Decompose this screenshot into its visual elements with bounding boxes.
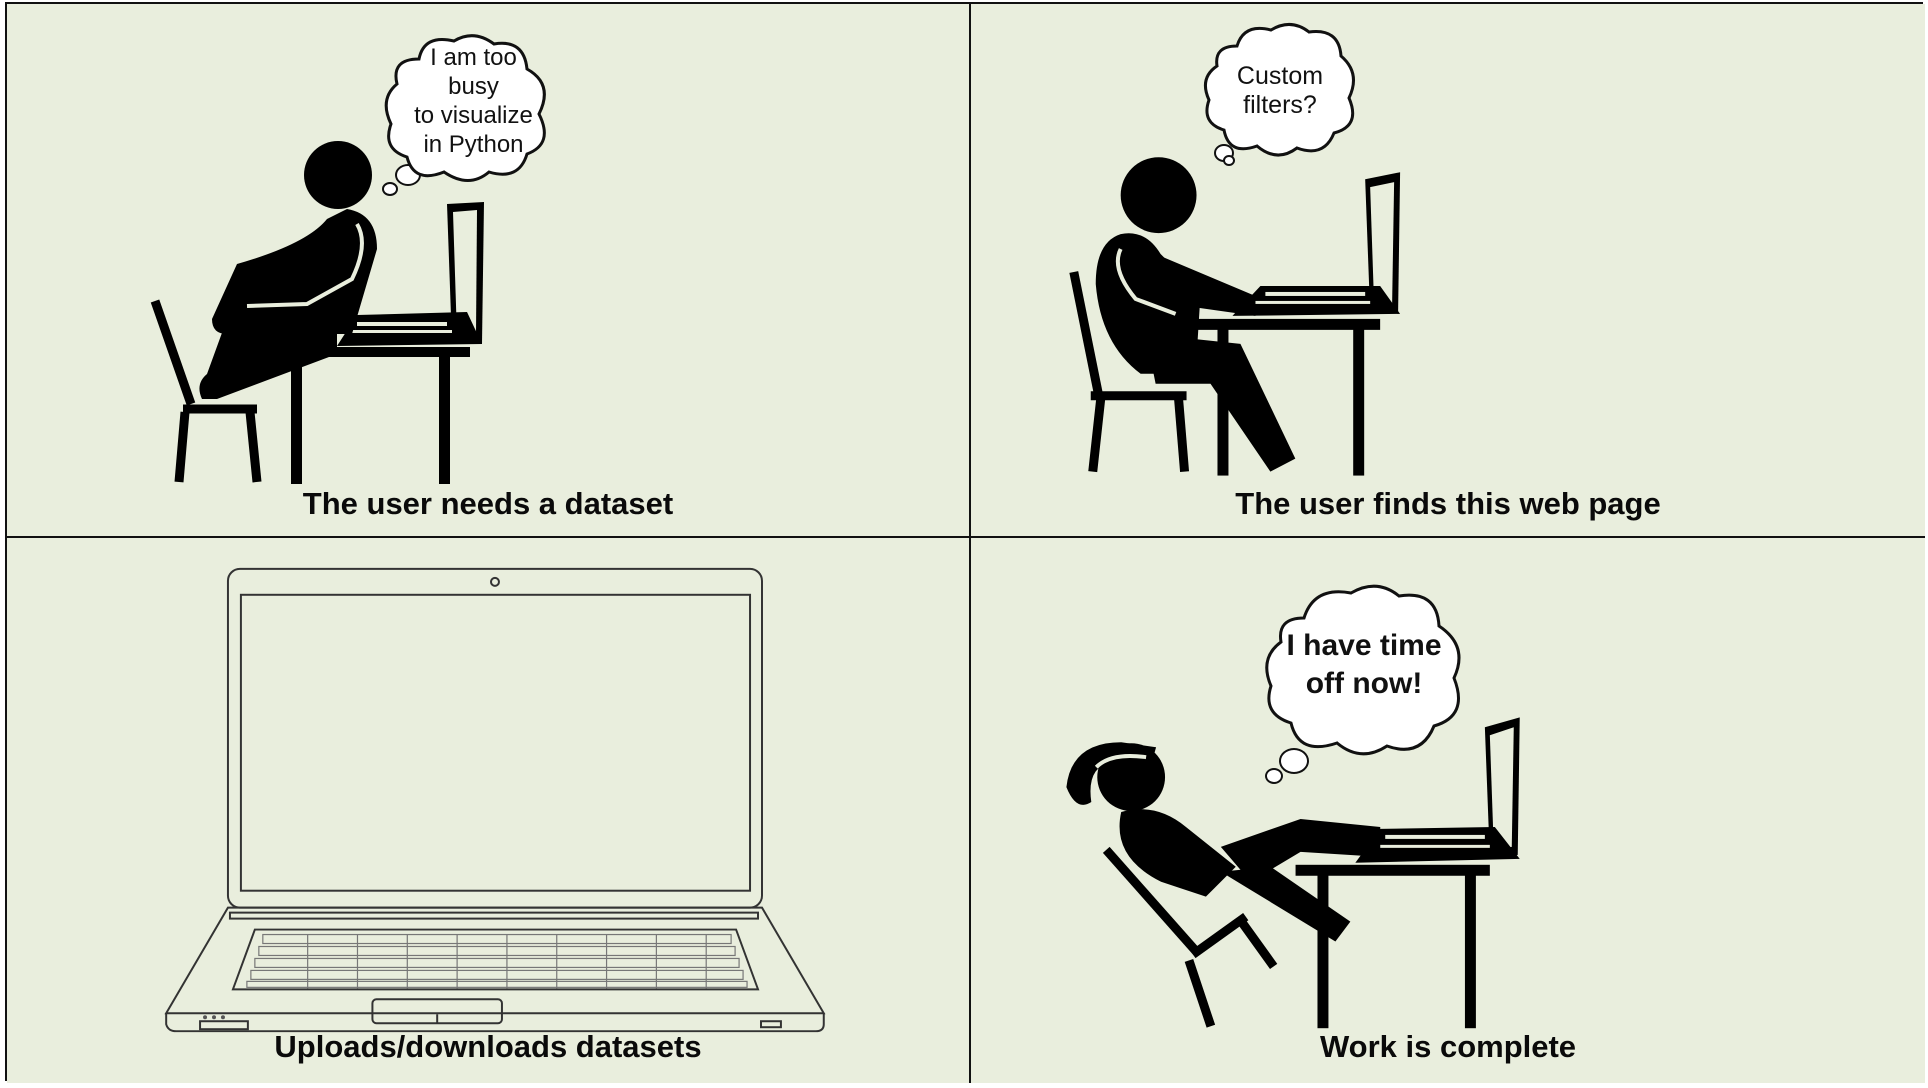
thought-text: I am too busy to visualize in Python xyxy=(414,44,533,158)
laptop-outline-icon xyxy=(164,567,826,1033)
panel-caption: Work is complete xyxy=(1319,1029,1577,1064)
typing-user-illustration xyxy=(1069,157,1401,476)
sitting-user-illustration xyxy=(150,141,484,484)
laptop-icon xyxy=(1232,172,1401,316)
thought-text: I have time off now! xyxy=(1286,629,1442,700)
cloud-icon xyxy=(1265,584,1461,756)
relaxing-user-illustration xyxy=(1066,717,1520,1029)
desk-icon xyxy=(1295,864,1490,1029)
panel-user-needs-dataset: I am too busy to visualize in Python The… xyxy=(7,4,969,536)
chair-icon xyxy=(150,299,262,483)
panel-work-complete: I have time off now! Work is complete xyxy=(969,536,1925,1083)
chair-icon xyxy=(1069,271,1190,473)
person-figure-icon xyxy=(199,141,377,399)
thought-text: Custom filters? xyxy=(1236,62,1324,119)
keyboard-icon xyxy=(246,933,748,989)
panel-caption: Uploads/downloads datasets xyxy=(274,1029,702,1064)
panel-caption: The user finds this web page xyxy=(1235,486,1661,521)
cloud-icon xyxy=(1203,23,1355,157)
chair-icon xyxy=(1102,846,1278,1028)
panel-caption: The user needs a dataset xyxy=(302,486,674,521)
laptop-illustration xyxy=(164,567,826,1033)
cloud-icon xyxy=(384,34,546,182)
desk-icon xyxy=(272,347,470,484)
person-figure-icon xyxy=(1066,742,1381,942)
thought-bubble-2: Custom filters? xyxy=(1199,18,1361,158)
comic-strip: I am too busy to visualize in Python The… xyxy=(5,2,1925,1083)
laptop-icon xyxy=(337,202,484,346)
thought-bubble-3: I have time off now! xyxy=(1259,578,1469,758)
laptop-icon xyxy=(1355,717,1520,863)
panel-uploads-downloads: Uploads/downloads datasets xyxy=(7,536,969,1083)
panel-user-finds-page: Custom filters? The user finds this web … xyxy=(969,4,1925,536)
thought-bubble-1: I am too busy to visualize in Python xyxy=(379,29,554,185)
